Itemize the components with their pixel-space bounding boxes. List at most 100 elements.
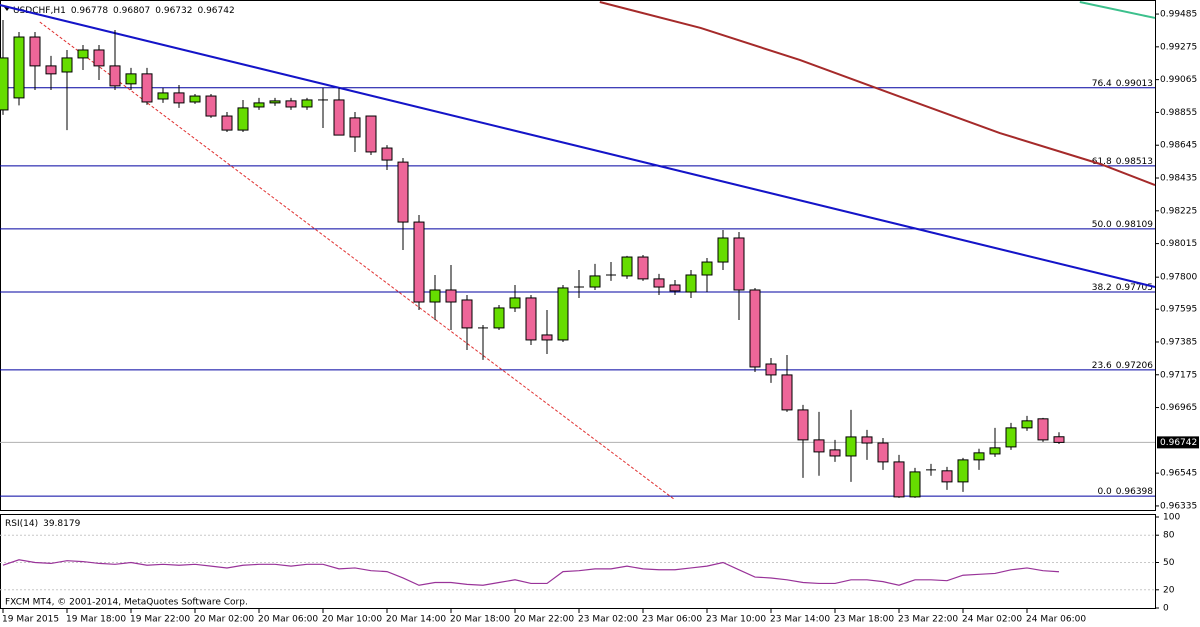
candle-body xyxy=(589,275,601,288)
chart-header: USDCHF,H1 0.96778 0.96807 0.96732 0.96742 xyxy=(13,6,235,16)
y-tick-label: 0.98015 xyxy=(1160,239,1197,249)
candle-body xyxy=(893,461,905,498)
rsi-tick-label: 20 xyxy=(1163,585,1175,595)
x-tick-label: 20 Mar 06:00 xyxy=(258,615,318,625)
candle-body xyxy=(13,36,25,99)
candle-body xyxy=(205,95,217,117)
candle-body xyxy=(0,57,9,111)
candle-body xyxy=(45,65,57,75)
y-tick-label: 0.98435 xyxy=(1160,174,1197,184)
candle-body xyxy=(349,117,361,138)
candle-body xyxy=(29,36,41,67)
candle-body xyxy=(269,100,281,104)
candle-body xyxy=(877,442,889,463)
candle-body xyxy=(621,256,633,277)
candle-body xyxy=(829,449,841,457)
candle-body xyxy=(941,470,953,483)
candle-body xyxy=(813,439,825,453)
fib-level: 50.0 xyxy=(1092,219,1112,229)
y-tick-label: 0.99065 xyxy=(1160,75,1197,85)
fib-level: 23.6 xyxy=(1092,360,1112,370)
candle-body xyxy=(1037,418,1049,441)
x-tick-label: 19 Mar 22:00 xyxy=(130,615,190,625)
fib-label: 50.0 0.98109 xyxy=(1092,219,1154,229)
candle-body xyxy=(685,274,697,293)
candle-body xyxy=(157,92,169,100)
price-panel xyxy=(0,0,1156,511)
candle-body xyxy=(973,452,985,461)
x-tick-label: 23 Mar 10:00 xyxy=(706,615,766,625)
candle-body xyxy=(1053,436,1065,443)
candle-body xyxy=(541,334,553,341)
candle-body xyxy=(845,436,857,457)
candle-body xyxy=(749,289,761,368)
candle-body xyxy=(989,447,1001,455)
y-tick-label: 0.97595 xyxy=(1160,305,1197,315)
candle-body xyxy=(237,107,249,131)
y-tick-label: 0.98645 xyxy=(1160,141,1197,151)
x-tick-label: 20 Mar 10:00 xyxy=(322,615,382,625)
fib-label: 23.6 0.97206 xyxy=(1092,360,1154,370)
candle-body xyxy=(909,471,921,498)
rsi-tick-label: 50 xyxy=(1163,558,1175,568)
fib-price: 0.97705 xyxy=(1116,283,1153,293)
candle-body xyxy=(509,297,521,309)
fib-label: 0.0 0.96398 xyxy=(1097,487,1153,497)
candle-body xyxy=(461,299,473,329)
candle-body xyxy=(333,99,345,136)
y-tick-label: 0.97385 xyxy=(1160,337,1197,347)
candle-body xyxy=(141,73,153,103)
fib-price: 0.98109 xyxy=(1116,219,1153,229)
header-close: 0.96742 xyxy=(197,6,234,16)
footer: FXCM MT4, © 2001-2014, MetaQuotes Softwa… xyxy=(5,598,248,608)
x-tick-label: 19 Mar 18:00 xyxy=(66,615,126,625)
header-low: 0.96732 xyxy=(155,6,192,16)
candle-body xyxy=(1005,427,1017,448)
x-tick-label: 20 Mar 14:00 xyxy=(386,615,446,625)
candle-body xyxy=(493,307,505,329)
candle-body xyxy=(125,73,137,85)
y-tick-label: 0.99275 xyxy=(1160,42,1197,52)
candle-body xyxy=(61,57,73,73)
fib-level: 0.0 xyxy=(1097,487,1112,497)
fib-level: 38.2 xyxy=(1092,283,1112,293)
candle-body xyxy=(525,297,537,341)
fib-price: 0.96398 xyxy=(1116,487,1153,497)
x-tick-label: 24 Mar 06:00 xyxy=(1026,615,1086,625)
candle-body xyxy=(381,147,393,161)
header-open: 0.96778 xyxy=(71,6,108,16)
x-tick-label: 19 Mar 2015 xyxy=(2,615,59,625)
overlay-line xyxy=(599,1,1156,186)
x-tick-label: 20 Mar 02:00 xyxy=(194,615,254,625)
x-tick-label: 24 Mar 02:00 xyxy=(962,615,1022,625)
rsi-tick-label: 80 xyxy=(1163,531,1175,541)
candle-body xyxy=(173,92,185,104)
rsi-header: RSI(14) 39.8179 xyxy=(5,519,81,529)
candle-body xyxy=(189,95,201,103)
x-tick-label: 20 Mar 18:00 xyxy=(450,615,510,625)
candle-body xyxy=(669,284,681,292)
overlay-line xyxy=(1079,1,1156,19)
fib-label: 76.4 0.99013 xyxy=(1092,78,1153,88)
candle-body xyxy=(797,409,809,441)
candle-body xyxy=(77,49,89,59)
fib-price: 0.97206 xyxy=(1116,360,1153,370)
candle-body xyxy=(93,49,105,67)
candle-body xyxy=(957,459,969,483)
y-tick-label: 0.98855 xyxy=(1160,108,1197,118)
x-tick-label: 23 Mar 22:00 xyxy=(898,615,958,625)
rsi-line xyxy=(2,559,1060,586)
candle-body xyxy=(1021,420,1033,429)
candle-body xyxy=(637,256,649,280)
overlay-line xyxy=(0,4,1156,288)
y-tick-label: 0.97800 xyxy=(1160,273,1197,283)
x-tick-label: 23 Mar 18:00 xyxy=(834,615,894,625)
y-tick-label: 0.96545 xyxy=(1160,469,1197,479)
y-tick-label: 0.97175 xyxy=(1160,370,1197,380)
candle-body xyxy=(429,289,441,303)
x-tick-label: 23 Mar 06:00 xyxy=(642,615,702,625)
x-tick-label: 23 Mar 14:00 xyxy=(770,615,830,625)
candle-body xyxy=(253,102,265,108)
